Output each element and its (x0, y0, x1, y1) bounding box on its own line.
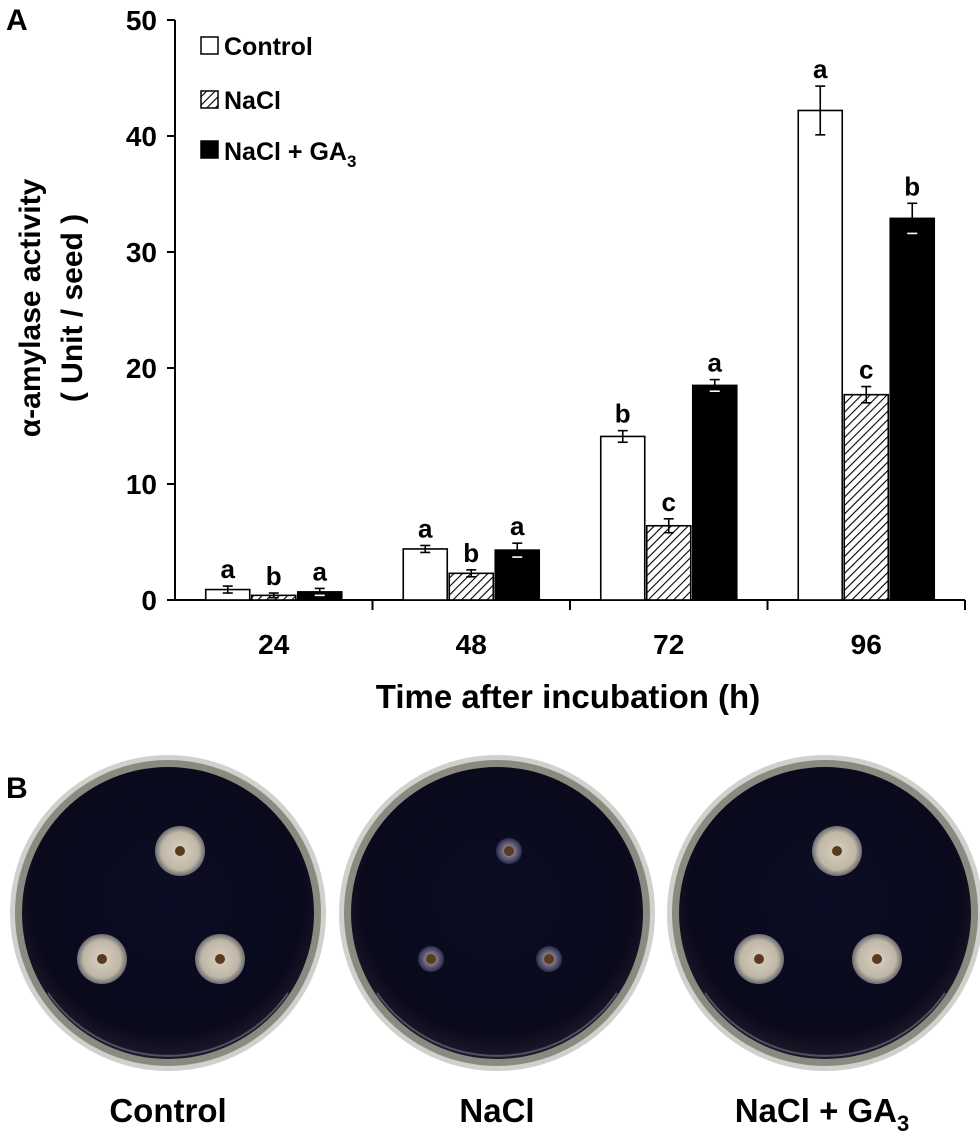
significance-letter: a (813, 54, 828, 84)
plate-reflection (47, 992, 289, 1057)
legend-swatch-nacl (200, 90, 219, 109)
x-tick-label: 96 (851, 629, 882, 660)
y-tick-label: 50 (126, 5, 157, 36)
significance-letter: a (708, 348, 723, 378)
legend-label-nacl-ga3: NaCl + GA3 (224, 138, 356, 171)
significance-letter: a (313, 556, 328, 586)
bar (448, 572, 495, 601)
seed-well (504, 846, 514, 856)
bar (797, 109, 844, 601)
significance-letter: a (418, 513, 433, 543)
significance-letter: b (266, 561, 282, 591)
significance-letter: b (463, 538, 479, 568)
bar (402, 548, 449, 601)
significance-letter: c (859, 355, 873, 385)
legend-label-nacl-ga3-sub: 3 (347, 152, 356, 171)
bar (691, 384, 738, 601)
bar (889, 217, 936, 601)
plate-label-nacl: NaCl (459, 1092, 534, 1129)
plate-reflection (376, 992, 618, 1057)
seed-well (215, 954, 225, 964)
y-tick-label: 40 (126, 121, 157, 152)
legend-label-nacl: NaCl (224, 87, 281, 115)
x-tick-label: 72 (653, 629, 684, 660)
plate-medium (679, 767, 971, 1059)
significance-letter: b (904, 171, 920, 201)
y-tick-label: 20 (126, 353, 157, 384)
x-tick-label: 48 (456, 629, 487, 660)
seed-well (426, 954, 436, 964)
x-tick-label: 24 (258, 629, 290, 660)
legend-label-nacl-ga3-main: NaCl + GA (224, 138, 347, 166)
seed-well (832, 846, 842, 856)
seed-well (544, 954, 554, 964)
x-axis-title: Time after incubation (h) (376, 678, 760, 715)
significance-letter: a (510, 511, 525, 541)
y-tick-label: 0 (141, 585, 157, 616)
y-axis-title-line2: ( Unit / seed ) (56, 214, 89, 402)
panel-a-label: A (6, 4, 28, 37)
plate-reflection (704, 992, 946, 1057)
y-tick-label: 10 (126, 469, 157, 500)
petri-plate (339, 755, 655, 1071)
plate-label-control: Control (109, 1092, 226, 1129)
significance-letter: b (615, 399, 631, 429)
legend-swatch-control (200, 36, 219, 55)
bar (843, 393, 890, 601)
plate-label-nacl-ga3-sub: 3 (897, 1111, 909, 1136)
petri-plate (10, 755, 326, 1071)
legend-swatch-nacl-ga3 (200, 140, 219, 159)
significance-letter: a (221, 554, 236, 584)
seed-well (97, 954, 107, 964)
panel-b-label: B (6, 772, 28, 805)
plate-medium (351, 767, 643, 1059)
seed-well (175, 846, 185, 856)
plate-label-nacl-ga3: NaCl + GA3 (735, 1092, 910, 1136)
plate-label-nacl-ga3-main: NaCl + GA (735, 1092, 897, 1129)
bar (599, 435, 646, 601)
y-axis-title-line1: α-amylase activity (14, 178, 47, 437)
seed-well (754, 954, 764, 964)
significance-letter: c (662, 487, 676, 517)
legend: Control NaCl NaCl + GA3 (200, 33, 356, 171)
legend-label-control: Control (224, 33, 313, 61)
plates-panel (10, 755, 980, 1071)
y-tick-label: 30 (126, 237, 157, 268)
plate-medium (22, 767, 314, 1059)
petri-plate (667, 755, 980, 1071)
bar (645, 524, 692, 601)
bar (494, 549, 541, 601)
seed-well (872, 954, 882, 964)
